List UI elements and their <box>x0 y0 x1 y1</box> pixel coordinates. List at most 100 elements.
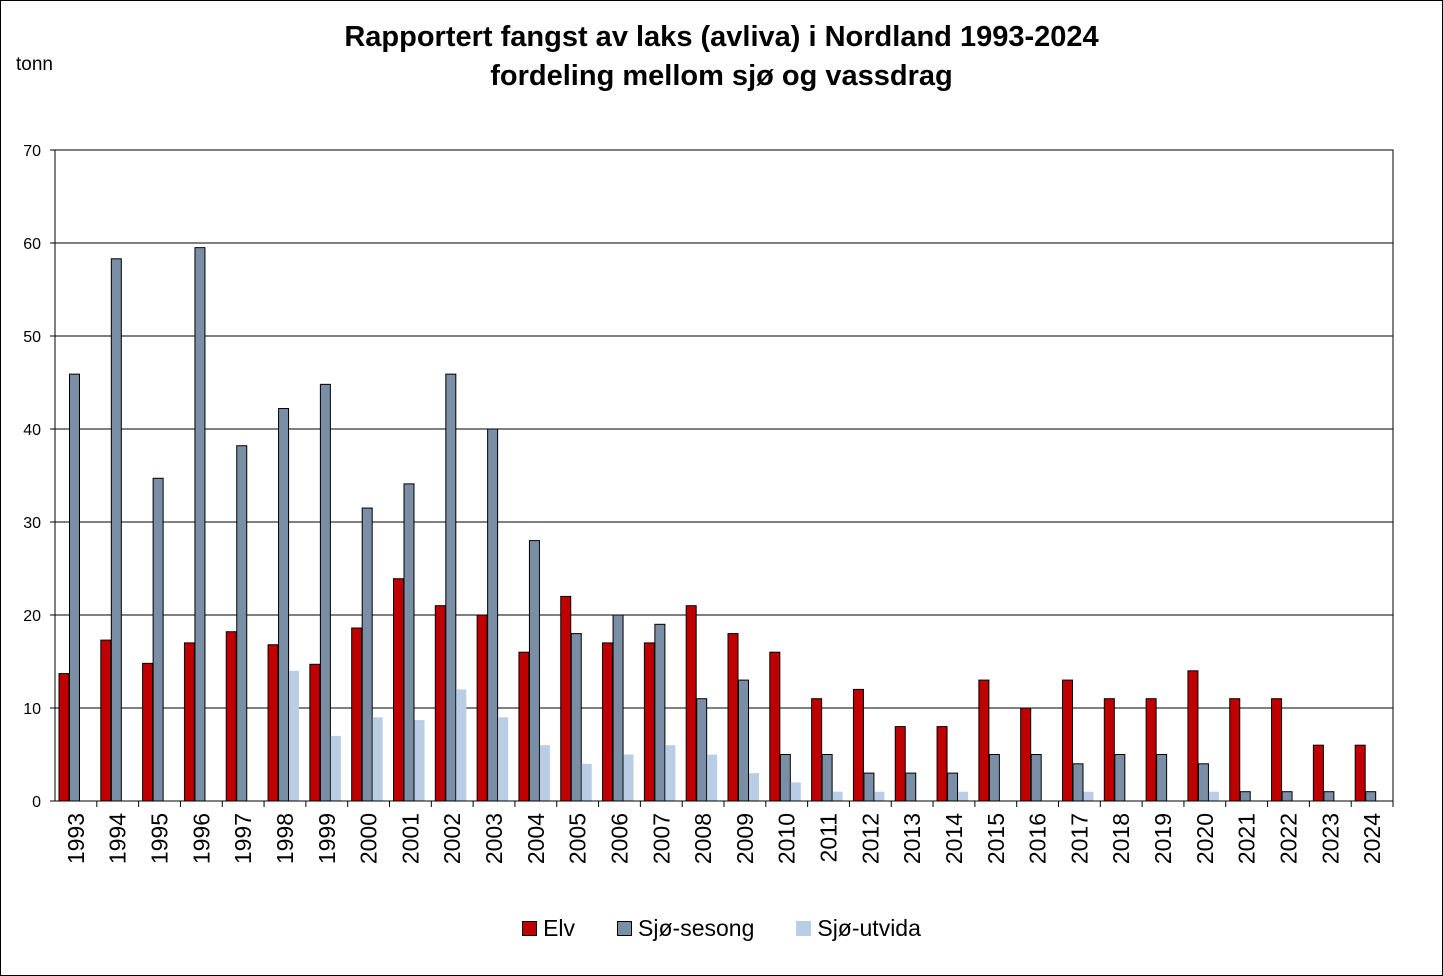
y-tick-label: 50 <box>23 329 41 346</box>
bar-elv-1993 <box>58 673 70 802</box>
bar-sj-utvida-2002 <box>456 689 467 801</box>
bar-elv-2024 <box>1354 744 1366 802</box>
x-tick-label: 2022 <box>1275 813 1301 864</box>
bar-sj-sesong-2011 <box>821 754 833 802</box>
bar-sj-utvida-2005 <box>581 763 592 801</box>
x-tick-label: 2010 <box>774 813 800 864</box>
bar-elv-1997 <box>225 631 237 802</box>
x-tick-label: 2012 <box>857 813 883 864</box>
bar-sj-sesong-2004 <box>528 540 540 802</box>
x-tick-label: 1993 <box>63 813 89 864</box>
y-tick-label: 30 <box>23 515 41 532</box>
bar-sj-sesong-2003 <box>487 428 499 802</box>
x-tick-label: 2005 <box>565 813 591 864</box>
bar-elv-2020 <box>1187 670 1199 802</box>
legend-label-sjo-utvida: Sjø-utvida <box>817 915 921 941</box>
bar-sj-utvida-1999 <box>330 735 341 801</box>
x-tick-label: 2021 <box>1234 813 1260 864</box>
x-tick-label: 2004 <box>523 813 549 864</box>
x-tick-label: 2001 <box>397 813 423 864</box>
bar-sj-sesong-2008 <box>696 698 708 802</box>
bar-elv-1996 <box>183 642 195 802</box>
bar-elv-2011 <box>811 698 823 802</box>
bar-elv-2015 <box>978 679 990 802</box>
bar-sj-sesong-1995 <box>152 477 164 802</box>
bar-elv-2010 <box>769 651 781 802</box>
x-tick-label: 2020 <box>1192 813 1218 864</box>
bar-elv-2003 <box>476 614 488 802</box>
bar-sj-utvida-2014 <box>958 791 969 801</box>
bar-elv-1995 <box>142 662 154 802</box>
bar-sj-utvida-2004 <box>539 745 550 801</box>
x-tick-label: 2014 <box>941 813 967 864</box>
bar-elv-1999 <box>309 663 321 802</box>
bar-elv-2000 <box>351 627 363 802</box>
x-tick-label: 1995 <box>147 813 173 864</box>
bar-elv-2013 <box>894 726 906 802</box>
x-tick-label: 1994 <box>105 813 131 864</box>
legend-item-sjo-utvida: Sjø-utvida <box>796 915 921 942</box>
x-tick-label: 2023 <box>1317 813 1343 864</box>
bar-sj-sesong-2017 <box>1072 763 1084 802</box>
bar-elv-2005 <box>560 595 572 802</box>
bar-elv-2012 <box>852 688 864 802</box>
x-tick-label: 2008 <box>690 813 716 864</box>
legend-swatch-sjo-sesong <box>617 921 633 936</box>
bar-elv-2004 <box>518 651 530 802</box>
bar-sj-sesong-2002 <box>445 373 457 802</box>
bar-sj-utvida-2008 <box>707 754 718 801</box>
chart-title-line2: fordeling mellom sjø og vassdrag <box>490 60 953 92</box>
bar-sj-sesong-1996 <box>194 247 206 802</box>
bar-elv-2008 <box>685 605 697 802</box>
y-tick-label: 60 <box>23 236 41 253</box>
bar-elv-2009 <box>727 633 739 802</box>
y-tick-label: 0 <box>32 794 41 811</box>
bar-sj-sesong-2007 <box>654 623 666 802</box>
x-tick-label: 2007 <box>648 813 674 864</box>
bar-sj-utvida-2006 <box>623 754 634 801</box>
bar-sj-sesong-1994 <box>110 258 122 802</box>
bar-sj-sesong-2013 <box>905 772 917 802</box>
y-tick-label: 40 <box>23 422 41 439</box>
y-tick-label: 70 <box>23 143 41 160</box>
bar-sj-utvida-2007 <box>665 745 676 801</box>
x-tick-label: 2019 <box>1150 813 1176 864</box>
bar-sj-utvida-2003 <box>498 717 509 801</box>
x-tick-label: 2024 <box>1359 813 1385 864</box>
bar-sj-sesong-1999 <box>319 383 331 802</box>
x-tick-label: 2006 <box>606 813 632 864</box>
y-tick-label: 10 <box>23 701 41 718</box>
bar-elv-2018 <box>1103 698 1115 802</box>
chart-title-line1: Rapportert fangst av laks (avliva) i Nor… <box>344 21 1099 53</box>
legend-label-sjo-sesong: Sjø-sesong <box>638 915 755 941</box>
bar-sj-sesong-2021 <box>1239 791 1251 802</box>
bar-sj-sesong-1993 <box>69 373 80 802</box>
x-tick-label: 1996 <box>188 813 214 864</box>
bar-sj-utvida-1998 <box>289 670 300 801</box>
bar-elv-2022 <box>1271 698 1283 802</box>
x-tick-label: 2013 <box>899 813 925 864</box>
bar-elv-2019 <box>1145 698 1157 802</box>
y-axis-unit-label: tonn <box>16 54 53 75</box>
bar-sj-sesong-2014 <box>947 772 959 802</box>
bar-elv-1994 <box>100 639 112 802</box>
bar-elv-2006 <box>602 642 614 802</box>
legend-item-sjo-sesong: Sjø-sesong <box>617 915 754 942</box>
bar-sj-utvida-2001 <box>414 720 425 801</box>
bar-elv-2021 <box>1229 698 1241 802</box>
bar-sj-utvida-2000 <box>372 717 383 801</box>
bar-sj-utvida-2012 <box>874 791 885 801</box>
bar-sj-sesong-2016 <box>1030 754 1042 802</box>
bar-elv-2002 <box>434 605 446 802</box>
bar-sj-sesong-2009 <box>738 679 749 802</box>
legend-swatch-elv <box>522 921 538 936</box>
legend-label-elv: Elv <box>543 915 576 941</box>
x-tick-label: 1999 <box>314 813 340 864</box>
x-tick-label: 2000 <box>356 813 382 864</box>
bar-sj-utvida-2011 <box>832 791 843 801</box>
bar-elv-1998 <box>267 644 279 802</box>
legend: Elv Sjø-sesong Sjø-utvida <box>0 915 1443 942</box>
x-tick-label: 2017 <box>1066 813 1092 864</box>
legend-swatch-sjo-utvida <box>796 921 812 936</box>
bar-sj-sesong-2005 <box>570 633 582 802</box>
